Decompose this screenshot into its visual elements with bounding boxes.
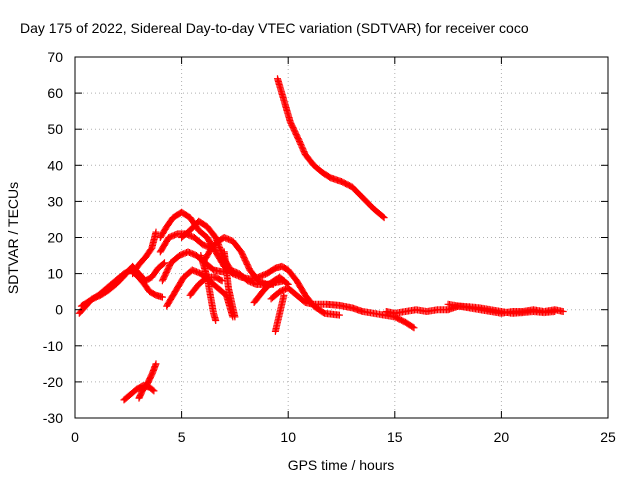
data-point — [410, 324, 418, 332]
y-tick-label: 20 — [47, 230, 63, 246]
series-track-13 — [197, 252, 220, 324]
data-point — [551, 308, 559, 315]
series-track-9 — [156, 230, 215, 256]
series-track-16 — [271, 291, 288, 335]
axis-ticks: 0 5 10 15 20 25 -30 -20 -10 0 10 20 30 40 50 60 70 — [43, 49, 616, 445]
chart-title: Day 175 of 2022, Sidereal Day-to-day VTE… — [20, 20, 529, 36]
y-tick-label: 30 — [47, 193, 63, 209]
series-track-14 — [220, 248, 239, 321]
data-point — [158, 293, 166, 301]
series-track-3 — [129, 228, 160, 278]
data-point — [229, 270, 237, 278]
series-track-15 — [250, 273, 292, 306]
series-track-17 — [274, 75, 388, 222]
y-tick-label: 10 — [47, 266, 63, 282]
series-track-2 — [77, 266, 166, 310]
y-tick-label: 50 — [47, 121, 63, 137]
data-point — [160, 260, 167, 268]
x-tick-label: 25 — [600, 429, 616, 445]
data-point — [559, 308, 567, 315]
y-tick-label: -30 — [43, 410, 63, 426]
x-axis-label: GPS time / hours — [288, 457, 395, 473]
y-tick-label: 40 — [47, 157, 63, 173]
data-point — [161, 259, 168, 267]
y-tick-label: -10 — [43, 338, 63, 354]
data-point — [212, 317, 220, 324]
y-tick-label: 60 — [47, 85, 63, 101]
x-tick-label: 0 — [71, 429, 79, 445]
data-point — [152, 228, 160, 236]
x-tick-label: 15 — [387, 429, 403, 445]
x-tick-label: 5 — [178, 429, 186, 445]
y-tick-label: 0 — [55, 302, 63, 318]
series-track-5 — [135, 360, 160, 402]
data-points — [75, 75, 567, 404]
data-point — [380, 214, 388, 222]
series-track-19 — [382, 302, 567, 317]
data-point — [335, 311, 343, 319]
data-point — [409, 323, 417, 331]
data-point — [152, 360, 160, 368]
y-axis-label: SDTVAR / TECUs — [5, 182, 21, 294]
x-tick-label: 20 — [494, 429, 510, 445]
data-point — [231, 313, 239, 321]
series-track-20 — [444, 300, 559, 317]
data-point — [217, 276, 225, 284]
x-tick-label: 10 — [280, 429, 296, 445]
y-tick-label: 70 — [47, 49, 63, 65]
data-point — [150, 387, 158, 395]
data-point — [379, 213, 387, 221]
data-point — [149, 386, 157, 394]
y-tick-label: -20 — [43, 374, 63, 390]
